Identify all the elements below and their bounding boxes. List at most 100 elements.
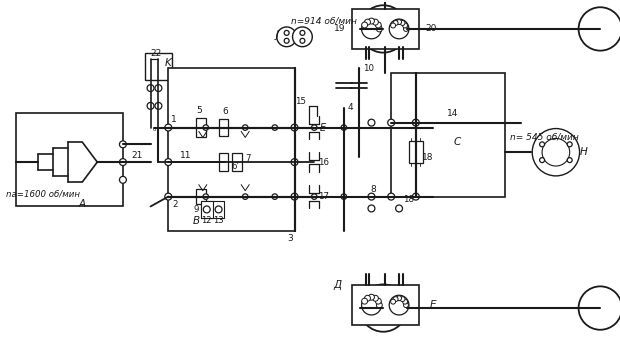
Circle shape xyxy=(361,295,381,315)
Circle shape xyxy=(578,286,620,330)
Circle shape xyxy=(293,27,312,47)
Circle shape xyxy=(404,303,409,308)
Text: K: K xyxy=(165,58,172,68)
Text: n=914 об/мин: n=914 об/мин xyxy=(291,17,357,26)
Text: A: A xyxy=(79,198,86,209)
Circle shape xyxy=(291,193,298,200)
Bar xyxy=(219,119,228,136)
Circle shape xyxy=(215,206,222,213)
Text: J: J xyxy=(275,30,278,40)
Circle shape xyxy=(400,297,405,302)
Text: 10: 10 xyxy=(363,64,374,73)
Text: 11: 11 xyxy=(180,151,192,160)
Text: 14: 14 xyxy=(446,109,458,118)
Circle shape xyxy=(389,19,409,39)
Circle shape xyxy=(203,206,210,213)
Bar xyxy=(352,285,418,325)
Bar xyxy=(201,201,224,218)
Bar xyxy=(352,9,418,49)
Circle shape xyxy=(361,298,368,304)
Circle shape xyxy=(388,193,395,200)
Circle shape xyxy=(203,194,208,200)
Circle shape xyxy=(368,119,375,126)
Bar xyxy=(196,189,206,205)
Circle shape xyxy=(242,194,248,200)
Bar xyxy=(391,73,505,196)
Circle shape xyxy=(165,124,172,131)
Bar xyxy=(409,142,423,163)
Text: n= 545 об/мин: n= 545 об/мин xyxy=(510,133,578,142)
Circle shape xyxy=(393,297,398,302)
Circle shape xyxy=(147,85,154,92)
Text: 3: 3 xyxy=(287,234,293,243)
Circle shape xyxy=(147,102,154,109)
Circle shape xyxy=(567,158,572,162)
Circle shape xyxy=(284,38,289,43)
Circle shape xyxy=(402,23,407,28)
Text: nа=1600 об/мин: nа=1600 об/мин xyxy=(6,189,80,198)
Text: 6: 6 xyxy=(223,107,228,116)
Circle shape xyxy=(341,125,347,130)
Text: 20: 20 xyxy=(425,25,436,33)
Circle shape xyxy=(242,125,248,130)
Text: 2: 2 xyxy=(172,200,178,209)
Circle shape xyxy=(402,299,407,304)
Circle shape xyxy=(412,119,419,126)
Text: E: E xyxy=(430,300,436,310)
Text: 19: 19 xyxy=(334,25,345,33)
Circle shape xyxy=(368,205,375,212)
Circle shape xyxy=(365,295,371,301)
Bar xyxy=(196,118,206,137)
Bar xyxy=(232,153,242,171)
Circle shape xyxy=(155,102,162,109)
Circle shape xyxy=(389,295,409,315)
Text: 21: 21 xyxy=(131,151,143,160)
Circle shape xyxy=(277,27,296,47)
Circle shape xyxy=(284,30,289,35)
Circle shape xyxy=(391,299,396,304)
Circle shape xyxy=(311,194,317,200)
Circle shape xyxy=(539,142,544,147)
Circle shape xyxy=(578,7,620,51)
Circle shape xyxy=(360,284,407,332)
Circle shape xyxy=(368,193,375,200)
Circle shape xyxy=(120,159,126,165)
Circle shape xyxy=(165,159,172,165)
Circle shape xyxy=(272,194,278,200)
Circle shape xyxy=(397,296,402,301)
Circle shape xyxy=(165,193,172,200)
Bar xyxy=(201,201,213,218)
Circle shape xyxy=(388,119,395,126)
Circle shape xyxy=(341,194,347,200)
Circle shape xyxy=(120,176,126,183)
Circle shape xyxy=(376,302,383,308)
Circle shape xyxy=(368,294,374,300)
Circle shape xyxy=(393,21,398,25)
Circle shape xyxy=(396,205,402,212)
Text: 16: 16 xyxy=(317,158,329,166)
Text: 15: 15 xyxy=(295,97,306,106)
Circle shape xyxy=(361,19,381,39)
Circle shape xyxy=(373,295,378,301)
Circle shape xyxy=(532,128,580,176)
Text: 18: 18 xyxy=(403,195,414,204)
Text: 1: 1 xyxy=(171,115,177,124)
Circle shape xyxy=(391,23,396,28)
Text: 6': 6' xyxy=(231,161,239,171)
Circle shape xyxy=(291,124,298,131)
Text: 12: 12 xyxy=(202,216,212,225)
Circle shape xyxy=(311,125,317,130)
Text: 18: 18 xyxy=(422,153,433,162)
Text: 7: 7 xyxy=(245,154,250,163)
Bar xyxy=(219,153,228,171)
Text: 22: 22 xyxy=(151,49,162,58)
Circle shape xyxy=(203,125,208,130)
Circle shape xyxy=(375,298,381,304)
Circle shape xyxy=(375,22,381,28)
Circle shape xyxy=(368,18,374,24)
Text: E: E xyxy=(320,123,326,132)
Circle shape xyxy=(412,193,419,200)
Circle shape xyxy=(291,159,298,165)
Circle shape xyxy=(397,20,402,25)
Circle shape xyxy=(155,85,162,92)
